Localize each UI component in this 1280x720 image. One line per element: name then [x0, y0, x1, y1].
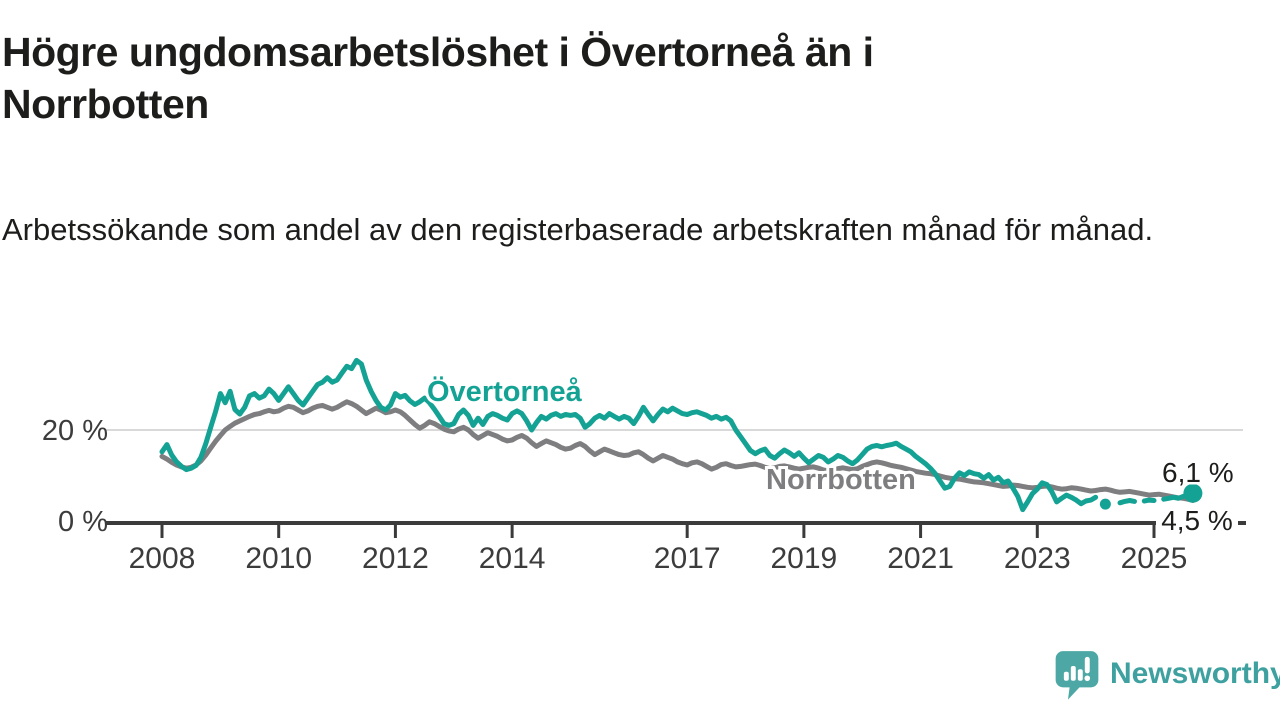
x-axis-tick-label: 2019 [771, 542, 838, 575]
x-axis-tick-label: 2017 [654, 542, 721, 575]
bubble-shape [1055, 651, 1099, 700]
bar-3 [1077, 669, 1083, 681]
newsworthy-bubble-icon [1055, 651, 1099, 700]
x-axis-tick-label: 2014 [479, 542, 546, 575]
newsworthy-logo: Newsworthy [1054, 648, 1280, 702]
chart-subtitle: Arbetssökande som andel av den registerb… [2, 212, 1154, 247]
overtornea-isolated-point [1099, 498, 1111, 510]
page-title: Högre ungdomsarbetslöshet i Övertorneå ä… [2, 29, 874, 128]
bar-1 [1063, 671, 1069, 681]
newsworthy-wordmark: Newsworthy [1110, 657, 1280, 690]
x-axis-tick-label: 2025 [1121, 542, 1188, 575]
overtornea-end-dot [1183, 483, 1203, 503]
norrbotten-end-value: 4,5 % [1161, 505, 1233, 536]
y-axis-label: 0 % [58, 506, 108, 538]
overtornea-end-value: 6,1 % [1162, 457, 1234, 488]
overtornea-series-label: Övertorneå [427, 375, 583, 408]
exclamation-bar [1084, 656, 1090, 674]
x-axis-tick-label: 2008 [129, 542, 196, 575]
x-axis-tick-label: 2012 [362, 542, 429, 575]
overtornea-line [159, 357, 1196, 513]
x-axis-tick-label: 2010 [245, 542, 312, 575]
norrbotten-line [159, 399, 1196, 503]
x-axis-tick-label: 2021 [887, 542, 954, 575]
end-label-backing [1156, 507, 1238, 535]
exclamation-dot [1084, 675, 1091, 682]
y-axis-label: 20 % [42, 415, 108, 447]
bar-2 [1070, 665, 1076, 681]
x-axis-tick-label: 2023 [1004, 542, 1071, 575]
norrbotten-series-label: Norrbotten [766, 464, 916, 496]
